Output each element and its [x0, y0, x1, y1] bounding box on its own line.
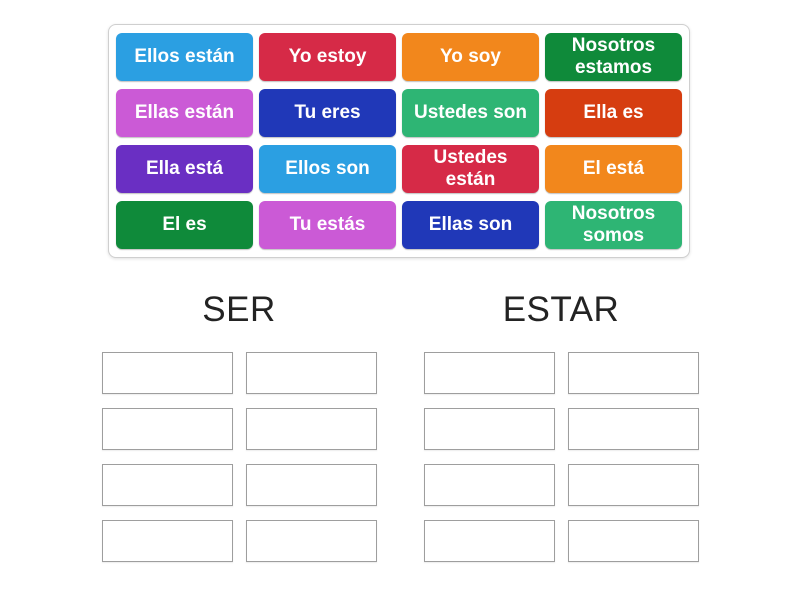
answer-slot[interactable] [567, 520, 699, 562]
answer-slot[interactable] [101, 520, 233, 562]
answer-slot[interactable] [101, 408, 233, 450]
answer-slot[interactable] [245, 352, 377, 394]
tile[interactable]: Ustedes están [402, 145, 539, 193]
groups-area: SER ESTAR [0, 291, 800, 562]
tile[interactable]: Ellas son [402, 201, 539, 249]
tile[interactable]: Yo estoy [259, 33, 396, 81]
tile[interactable]: El está [545, 145, 682, 193]
answer-slot[interactable] [245, 520, 377, 562]
tile[interactable]: Ellas están [116, 89, 253, 137]
tile[interactable]: Ustedes son [402, 89, 539, 137]
group-estar-slots [423, 352, 699, 562]
group-estar: ESTAR [423, 290, 699, 562]
tile[interactable]: Ellos están [116, 33, 253, 81]
tile[interactable]: Tu estás [259, 201, 396, 249]
answer-slot[interactable] [423, 408, 555, 450]
answer-slot[interactable] [567, 408, 699, 450]
group-title-estar: ESTAR [502, 290, 620, 329]
tile[interactable]: Tu eres [259, 89, 396, 137]
answer-slot[interactable] [101, 464, 233, 506]
group-ser-slots [101, 352, 377, 562]
tile[interactable]: Yo soy [402, 33, 539, 81]
answer-slot[interactable] [245, 464, 377, 506]
tile[interactable]: Ella es [545, 89, 682, 137]
tile[interactable]: El es [116, 201, 253, 249]
answer-slot[interactable] [245, 408, 377, 450]
tile-pool: Ellos están Yo estoy Yo soy Nosotros est… [108, 24, 690, 258]
answer-slot[interactable] [423, 520, 555, 562]
tile[interactable]: Ellos son [259, 145, 396, 193]
answer-slot[interactable] [423, 352, 555, 394]
answer-slot[interactable] [567, 352, 699, 394]
group-title-ser: SER [202, 290, 276, 329]
group-ser: SER [101, 290, 377, 562]
answer-slot[interactable] [423, 464, 555, 506]
answer-slot[interactable] [567, 464, 699, 506]
tile[interactable]: Ella está [116, 145, 253, 193]
tile[interactable]: Nosotros somos [545, 201, 682, 249]
tile[interactable]: Nosotros estamos [545, 33, 682, 81]
answer-slot[interactable] [101, 352, 233, 394]
